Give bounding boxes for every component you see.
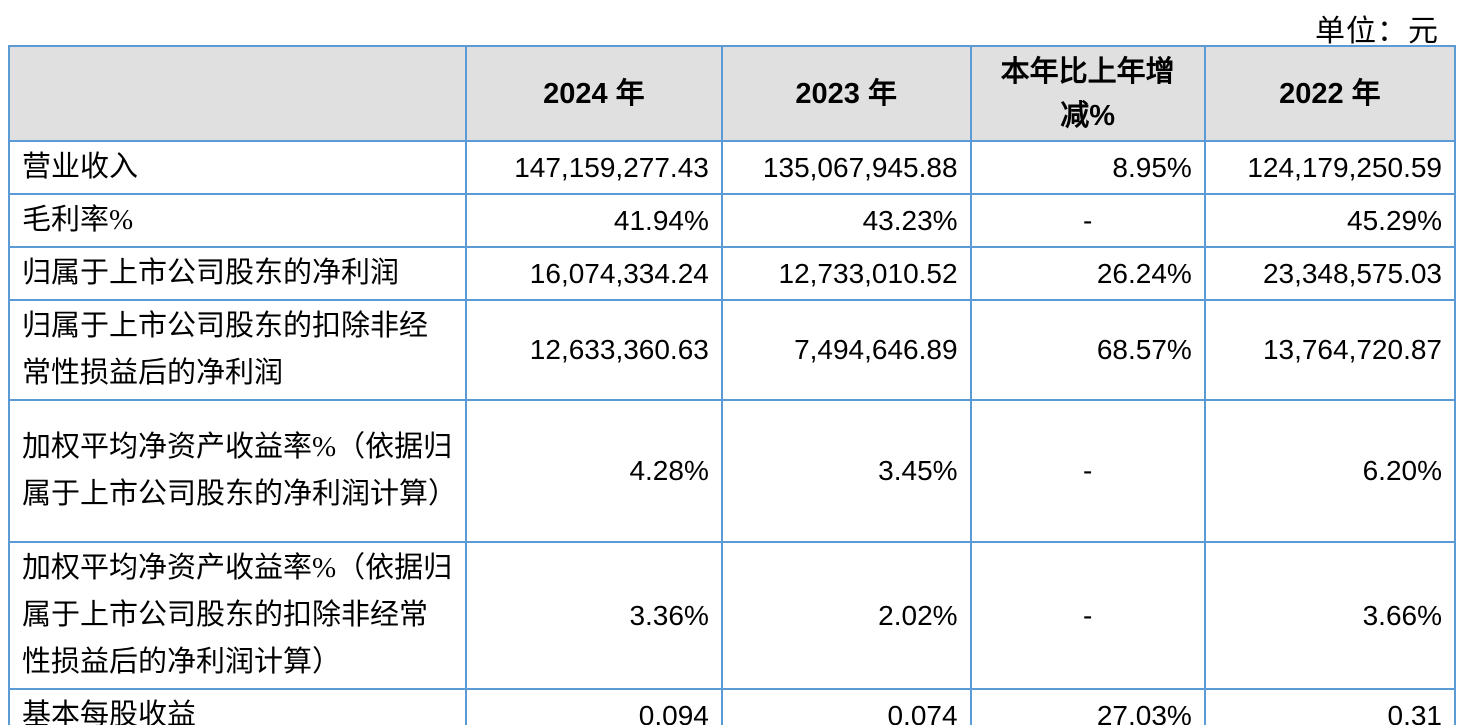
table-row-net-profit-deducted: 归属于上市公司股东的扣除非经常性损益后的净利润 12,633,360.63 7,… <box>8 299 1457 401</box>
header-cell-indicator <box>8 45 467 142</box>
row-label: 归属于上市公司股东的扣除非经常性损益后的净利润 <box>8 299 467 401</box>
cell-change: 8.95% <box>969 140 1206 195</box>
cell-2024: 3.36% <box>464 541 723 690</box>
cell-2023: 7,494,646.89 <box>720 299 972 401</box>
cell-2023: 135,067,945.88 <box>720 140 972 195</box>
row-label: 加权平均净资产收益率%（依据归属于上市公司股东的净利润计算） <box>8 399 467 543</box>
cell-2023: 12,733,010.52 <box>720 246 972 301</box>
table-row-net-profit: 归属于上市公司股东的净利润 16,074,334.24 12,733,010.5… <box>8 246 1457 301</box>
cell-2023: 0.074 <box>720 688 972 725</box>
cell-2024: 0.094 <box>464 688 723 725</box>
header-cell-yoy-change: 本年比上年增减% <box>969 45 1206 142</box>
cell-change: 26.24% <box>969 246 1206 301</box>
cell-2022: 23,348,575.03 <box>1203 246 1457 301</box>
row-label: 毛利率% <box>8 193 467 248</box>
cell-2023: 3.45% <box>720 399 972 543</box>
cell-change: 27.03% <box>969 688 1206 725</box>
cell-change: 68.57% <box>969 299 1206 401</box>
cell-2024: 147,159,277.43 <box>464 140 723 195</box>
cell-change: - <box>969 541 1206 690</box>
cell-2024: 41.94% <box>464 193 723 248</box>
cell-2024: 16,074,334.24 <box>464 246 723 301</box>
table-row-gross-margin: 毛利率% 41.94% 43.23% - 45.29% <box>8 193 1457 248</box>
table-row-weighted-roe: 加权平均净资产收益率%（依据归属于上市公司股东的净利润计算） 4.28% 3.4… <box>8 399 1457 543</box>
cell-2022: 3.66% <box>1203 541 1457 690</box>
cell-2022: 13,764,720.87 <box>1203 299 1457 401</box>
cell-2024: 4.28% <box>464 399 723 543</box>
header-cell-2023: 2023 年 <box>720 45 972 142</box>
cell-2022: 6.20% <box>1203 399 1457 543</box>
cell-2022: 0.31 <box>1203 688 1457 725</box>
cell-2022: 45.29% <box>1203 193 1457 248</box>
table-row-revenue: 营业收入 147,159,277.43 135,067,945.88 8.95%… <box>8 140 1457 195</box>
row-label: 营业收入 <box>8 140 467 195</box>
cell-change: - <box>969 399 1206 543</box>
cell-2023: 2.02% <box>720 541 972 690</box>
cell-2024: 12,633,360.63 <box>464 299 723 401</box>
cell-2022: 124,179,250.59 <box>1203 140 1457 195</box>
row-label: 加权平均净资产收益率%（依据归属于上市公司股东的扣除非经常性损益后的净利润计算） <box>8 541 467 690</box>
table-row-weighted-roe-deducted: 加权平均净资产收益率%（依据归属于上市公司股东的扣除非经常性损益后的净利润计算）… <box>8 541 1457 690</box>
unit-label: 单位：元 <box>1315 15 1439 48</box>
header-cell-2024: 2024 年 <box>464 45 723 142</box>
cell-change: - <box>969 193 1206 248</box>
table-row-basic-eps: 基本每股收益 0.094 0.074 27.03% 0.31 <box>8 688 1457 725</box>
row-label: 基本每股收益 <box>8 688 467 725</box>
financial-summary-table: 2024 年 2023 年 本年比上年增减% 2022 年 营业收入 147,1… <box>8 45 1457 725</box>
table-header-row: 2024 年 2023 年 本年比上年增减% 2022 年 <box>8 45 1457 142</box>
header-cell-2022: 2022 年 <box>1203 45 1457 142</box>
cell-2023: 43.23% <box>720 193 972 248</box>
row-label: 归属于上市公司股东的净利润 <box>8 246 467 301</box>
